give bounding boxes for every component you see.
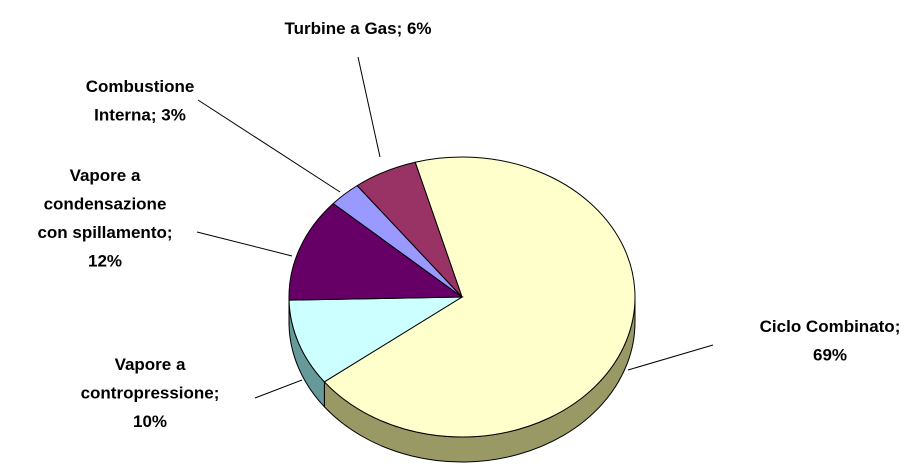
- leader-line: [197, 99, 341, 193]
- leader-line: [357, 56, 381, 158]
- leader-line: [196, 231, 293, 257]
- leader-line: [627, 344, 714, 371]
- data-label: Vapore a condensazione con spillamento; 12%: [37, 166, 172, 271]
- slice: [356, 161, 463, 298]
- slice: [288, 296, 464, 383]
- data-label: Ciclo Combinato; 69%: [760, 317, 901, 365]
- data-label: Vapore a contropressione; 10%: [81, 355, 220, 431]
- slice: [323, 156, 636, 438]
- data-label: Turbine a Gas; 6%: [284, 19, 431, 38]
- data-label: Combustione Interna; 3%: [86, 77, 195, 125]
- leader-line: [254, 379, 303, 399]
- slice: [288, 202, 464, 301]
